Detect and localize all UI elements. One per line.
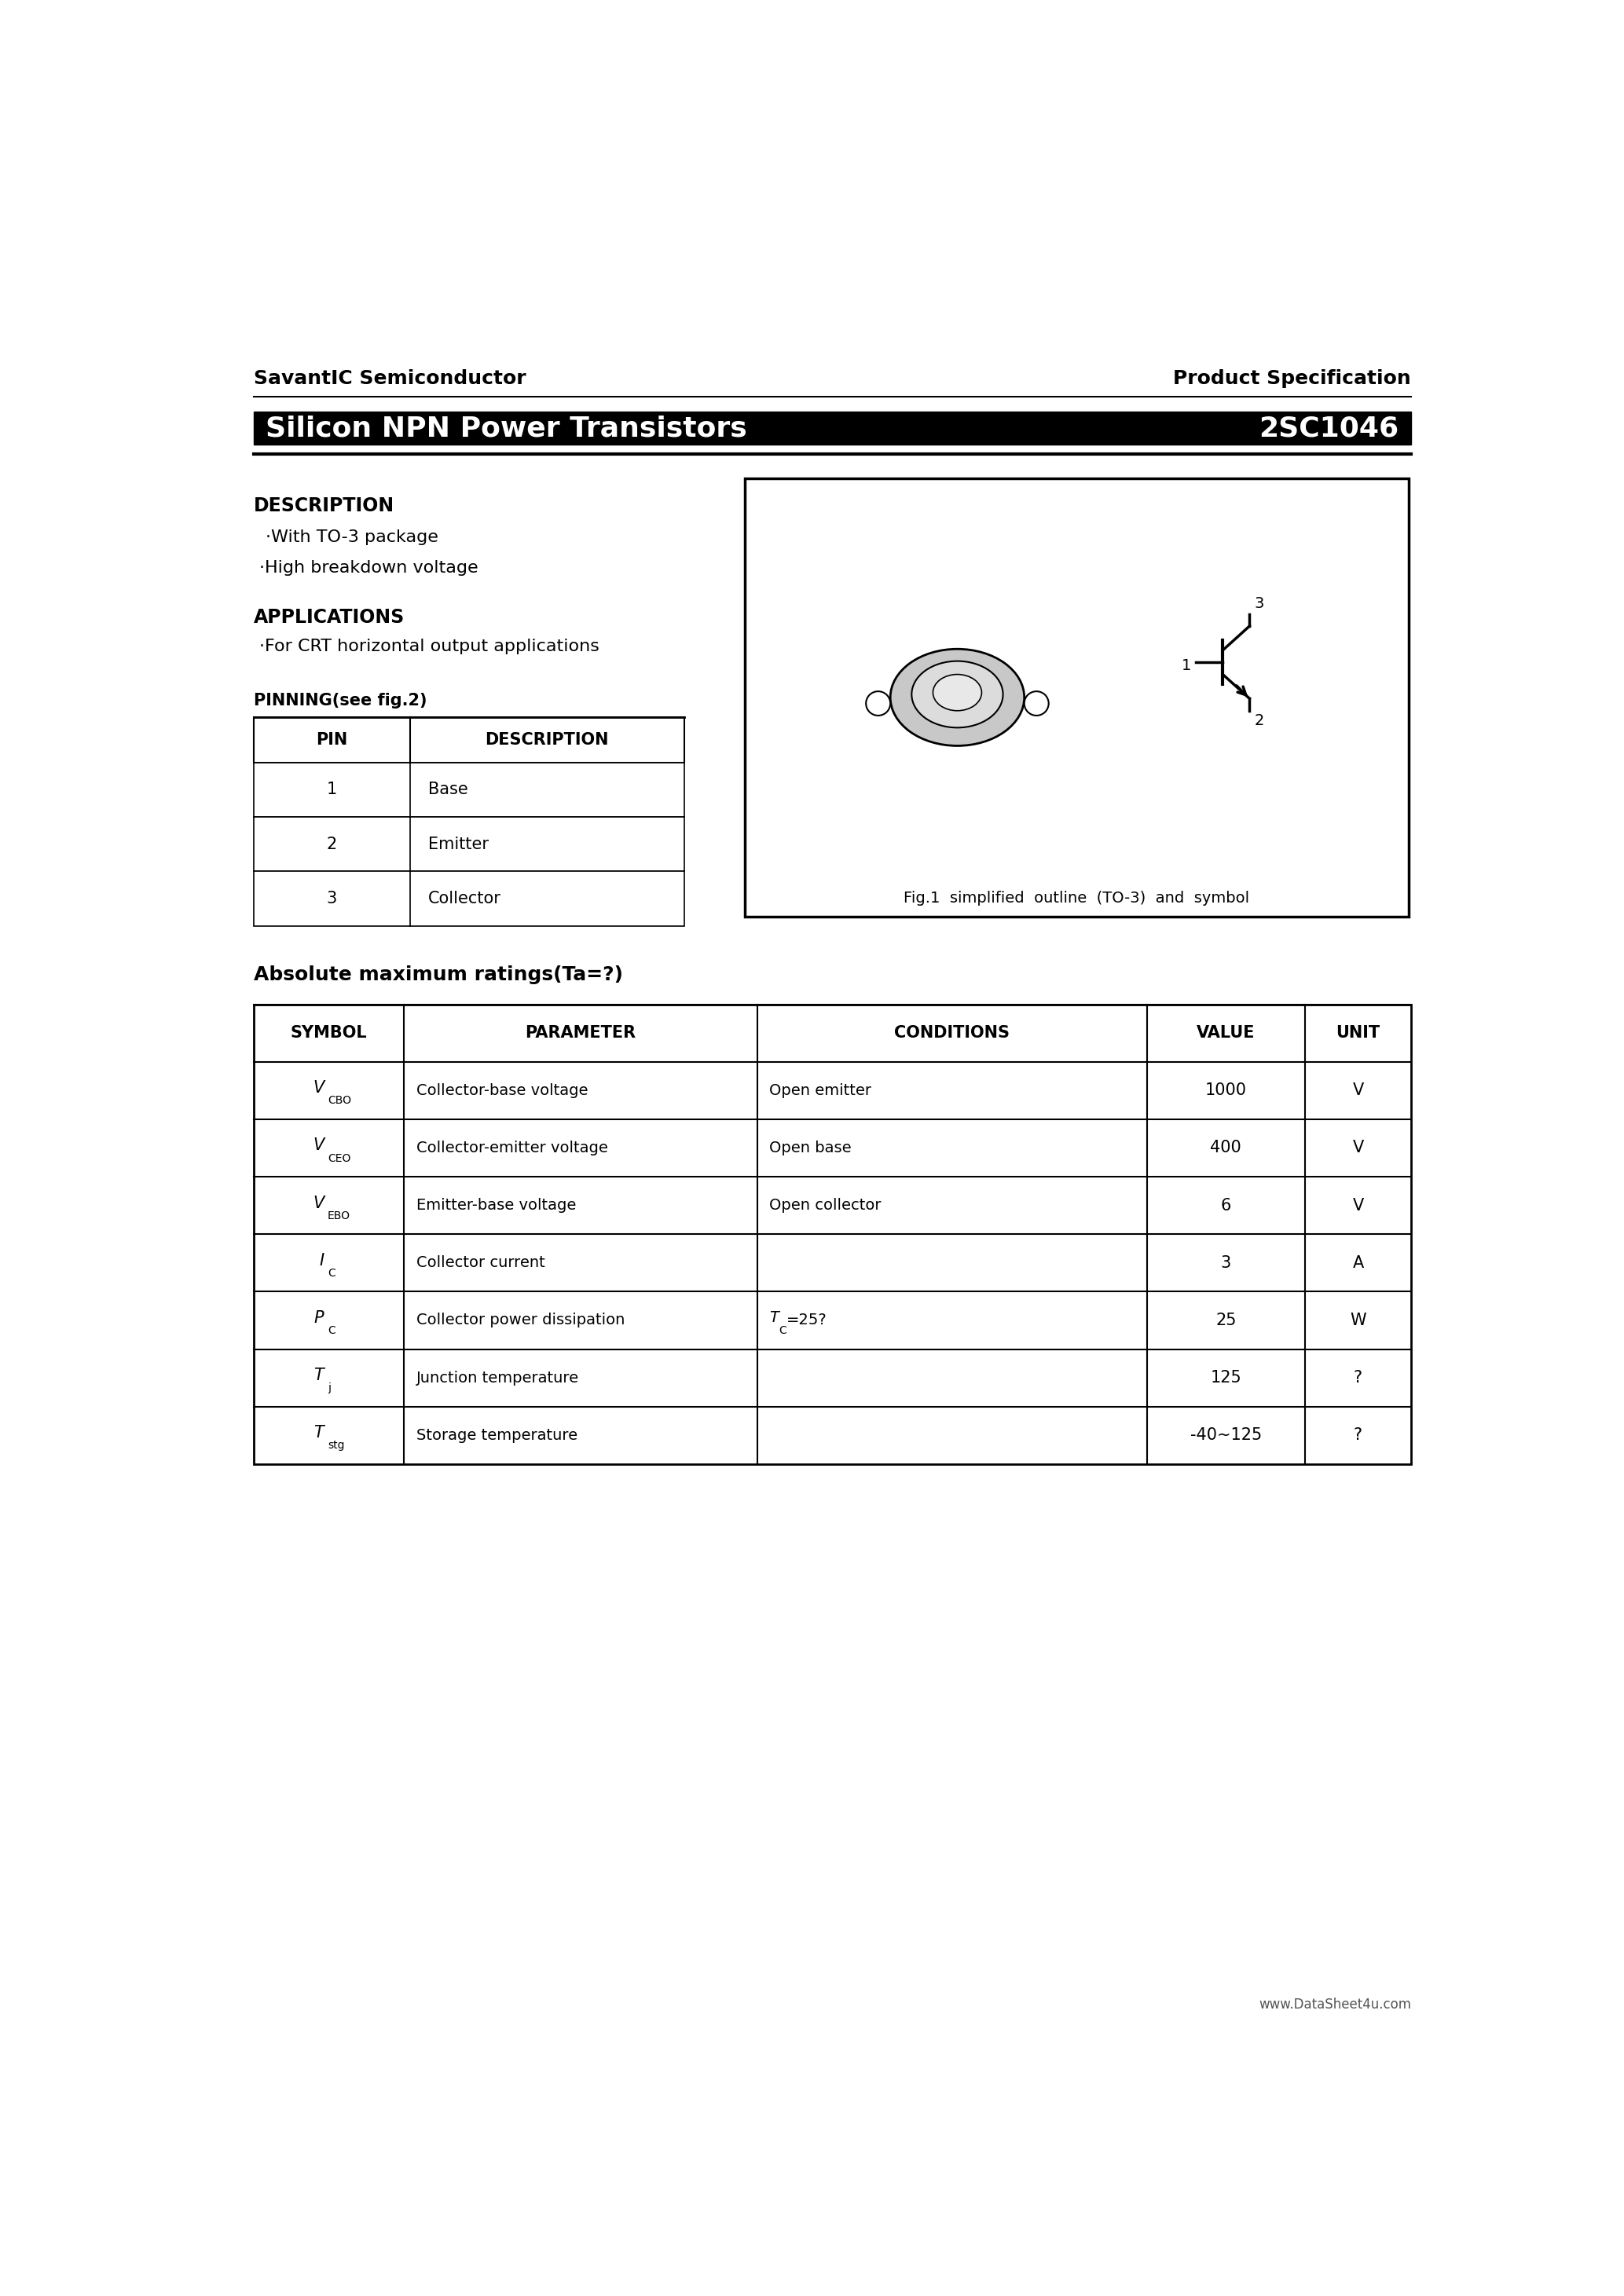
Ellipse shape: [911, 661, 1004, 728]
Text: C: C: [328, 1325, 335, 1336]
Bar: [745, 478, 1408, 916]
Text: P: P: [313, 1311, 323, 1325]
Text: T: T: [770, 1311, 778, 1325]
Text: Emitter: Emitter: [429, 836, 489, 852]
Text: DESCRIPTION: DESCRIPTION: [253, 496, 395, 514]
Text: Absolute maximum ratings(Ta=?): Absolute maximum ratings(Ta=?): [253, 964, 624, 985]
Text: V: V: [1353, 1141, 1364, 1155]
Text: 1: 1: [1181, 659, 1190, 673]
Text: Open base: Open base: [770, 1141, 851, 1155]
Text: Base: Base: [429, 781, 468, 797]
Text: 2: 2: [326, 836, 338, 852]
Text: ·High breakdown voltage: ·High breakdown voltage: [260, 560, 479, 576]
Text: ·For CRT horizontal output applications: ·For CRT horizontal output applications: [260, 638, 599, 654]
Text: 6: 6: [1221, 1199, 1231, 1212]
Text: j: j: [328, 1382, 331, 1394]
Bar: [253, 762, 684, 817]
Text: SavantIC Semiconductor: SavantIC Semiconductor: [253, 370, 526, 388]
Text: Silicon NPN Power Transistors: Silicon NPN Power Transistors: [266, 416, 747, 441]
Text: CBO: CBO: [328, 1095, 351, 1107]
Text: SYMBOL: SYMBOL: [291, 1026, 367, 1040]
Text: Product Specification: Product Specification: [1173, 370, 1411, 388]
Text: Emitter-base voltage: Emitter-base voltage: [416, 1199, 577, 1212]
Text: A: A: [1353, 1256, 1364, 1270]
Text: 1000: 1000: [1205, 1084, 1247, 1097]
Text: PINNING(see fig.2): PINNING(see fig.2): [253, 693, 427, 709]
Circle shape: [1025, 691, 1049, 716]
Bar: [253, 817, 684, 870]
Text: V: V: [1353, 1084, 1364, 1097]
Bar: [253, 716, 684, 762]
Bar: [253, 411, 1411, 445]
Text: ?: ?: [1354, 1428, 1363, 1444]
Text: V: V: [313, 1139, 323, 1153]
Ellipse shape: [932, 675, 981, 712]
Bar: [253, 1003, 1411, 1465]
Text: www.DataSheet4u.com: www.DataSheet4u.com: [1259, 1998, 1411, 2011]
Text: Collector current: Collector current: [416, 1256, 544, 1270]
Text: Storage temperature: Storage temperature: [416, 1428, 577, 1442]
Text: T: T: [313, 1426, 323, 1440]
Circle shape: [866, 691, 890, 716]
Bar: [253, 870, 684, 925]
Text: stg: stg: [328, 1440, 344, 1451]
Text: 3: 3: [1221, 1256, 1231, 1270]
Text: -40~125: -40~125: [1190, 1428, 1262, 1444]
Text: 3: 3: [1254, 597, 1263, 611]
Text: V: V: [313, 1196, 323, 1210]
Text: 2: 2: [1254, 714, 1263, 728]
Text: CEO: CEO: [328, 1153, 351, 1164]
Text: Collector-base voltage: Collector-base voltage: [416, 1084, 588, 1097]
Text: W: W: [1350, 1313, 1366, 1327]
Text: APPLICATIONS: APPLICATIONS: [253, 608, 404, 627]
Text: V: V: [1353, 1199, 1364, 1212]
Text: ?: ?: [1354, 1371, 1363, 1387]
Text: VALUE: VALUE: [1197, 1026, 1255, 1040]
Text: 400: 400: [1210, 1141, 1242, 1155]
Text: Fig.1  simplified  outline  (TO-3)  and  symbol: Fig.1 simplified outline (TO-3) and symb…: [905, 891, 1250, 907]
Text: ·With TO-3 package: ·With TO-3 package: [266, 530, 438, 544]
Text: CONDITIONS: CONDITIONS: [895, 1026, 1010, 1040]
Text: PARAMETER: PARAMETER: [525, 1026, 637, 1040]
Text: EBO: EBO: [328, 1210, 351, 1221]
Text: 3: 3: [326, 891, 338, 907]
Text: Collector power dissipation: Collector power dissipation: [416, 1313, 625, 1327]
Text: Collector: Collector: [429, 891, 502, 907]
Text: DESCRIPTION: DESCRIPTION: [486, 732, 609, 748]
Text: 25: 25: [1215, 1313, 1236, 1327]
Text: Junction temperature: Junction temperature: [416, 1371, 578, 1384]
Text: C: C: [780, 1325, 786, 1336]
Text: I: I: [318, 1254, 323, 1267]
Ellipse shape: [890, 650, 1025, 746]
Text: PIN: PIN: [317, 732, 348, 748]
Text: V: V: [313, 1079, 323, 1095]
Text: UNIT: UNIT: [1337, 1026, 1380, 1040]
Text: =25?: =25?: [786, 1313, 827, 1327]
Text: 125: 125: [1210, 1371, 1242, 1387]
Text: 1: 1: [326, 781, 338, 797]
Text: Open collector: Open collector: [770, 1199, 882, 1212]
Text: C: C: [328, 1267, 335, 1279]
Text: T: T: [313, 1368, 323, 1382]
Text: Open emitter: Open emitter: [770, 1084, 872, 1097]
Text: 2SC1046: 2SC1046: [1259, 416, 1398, 441]
Text: Collector-emitter voltage: Collector-emitter voltage: [416, 1141, 607, 1155]
